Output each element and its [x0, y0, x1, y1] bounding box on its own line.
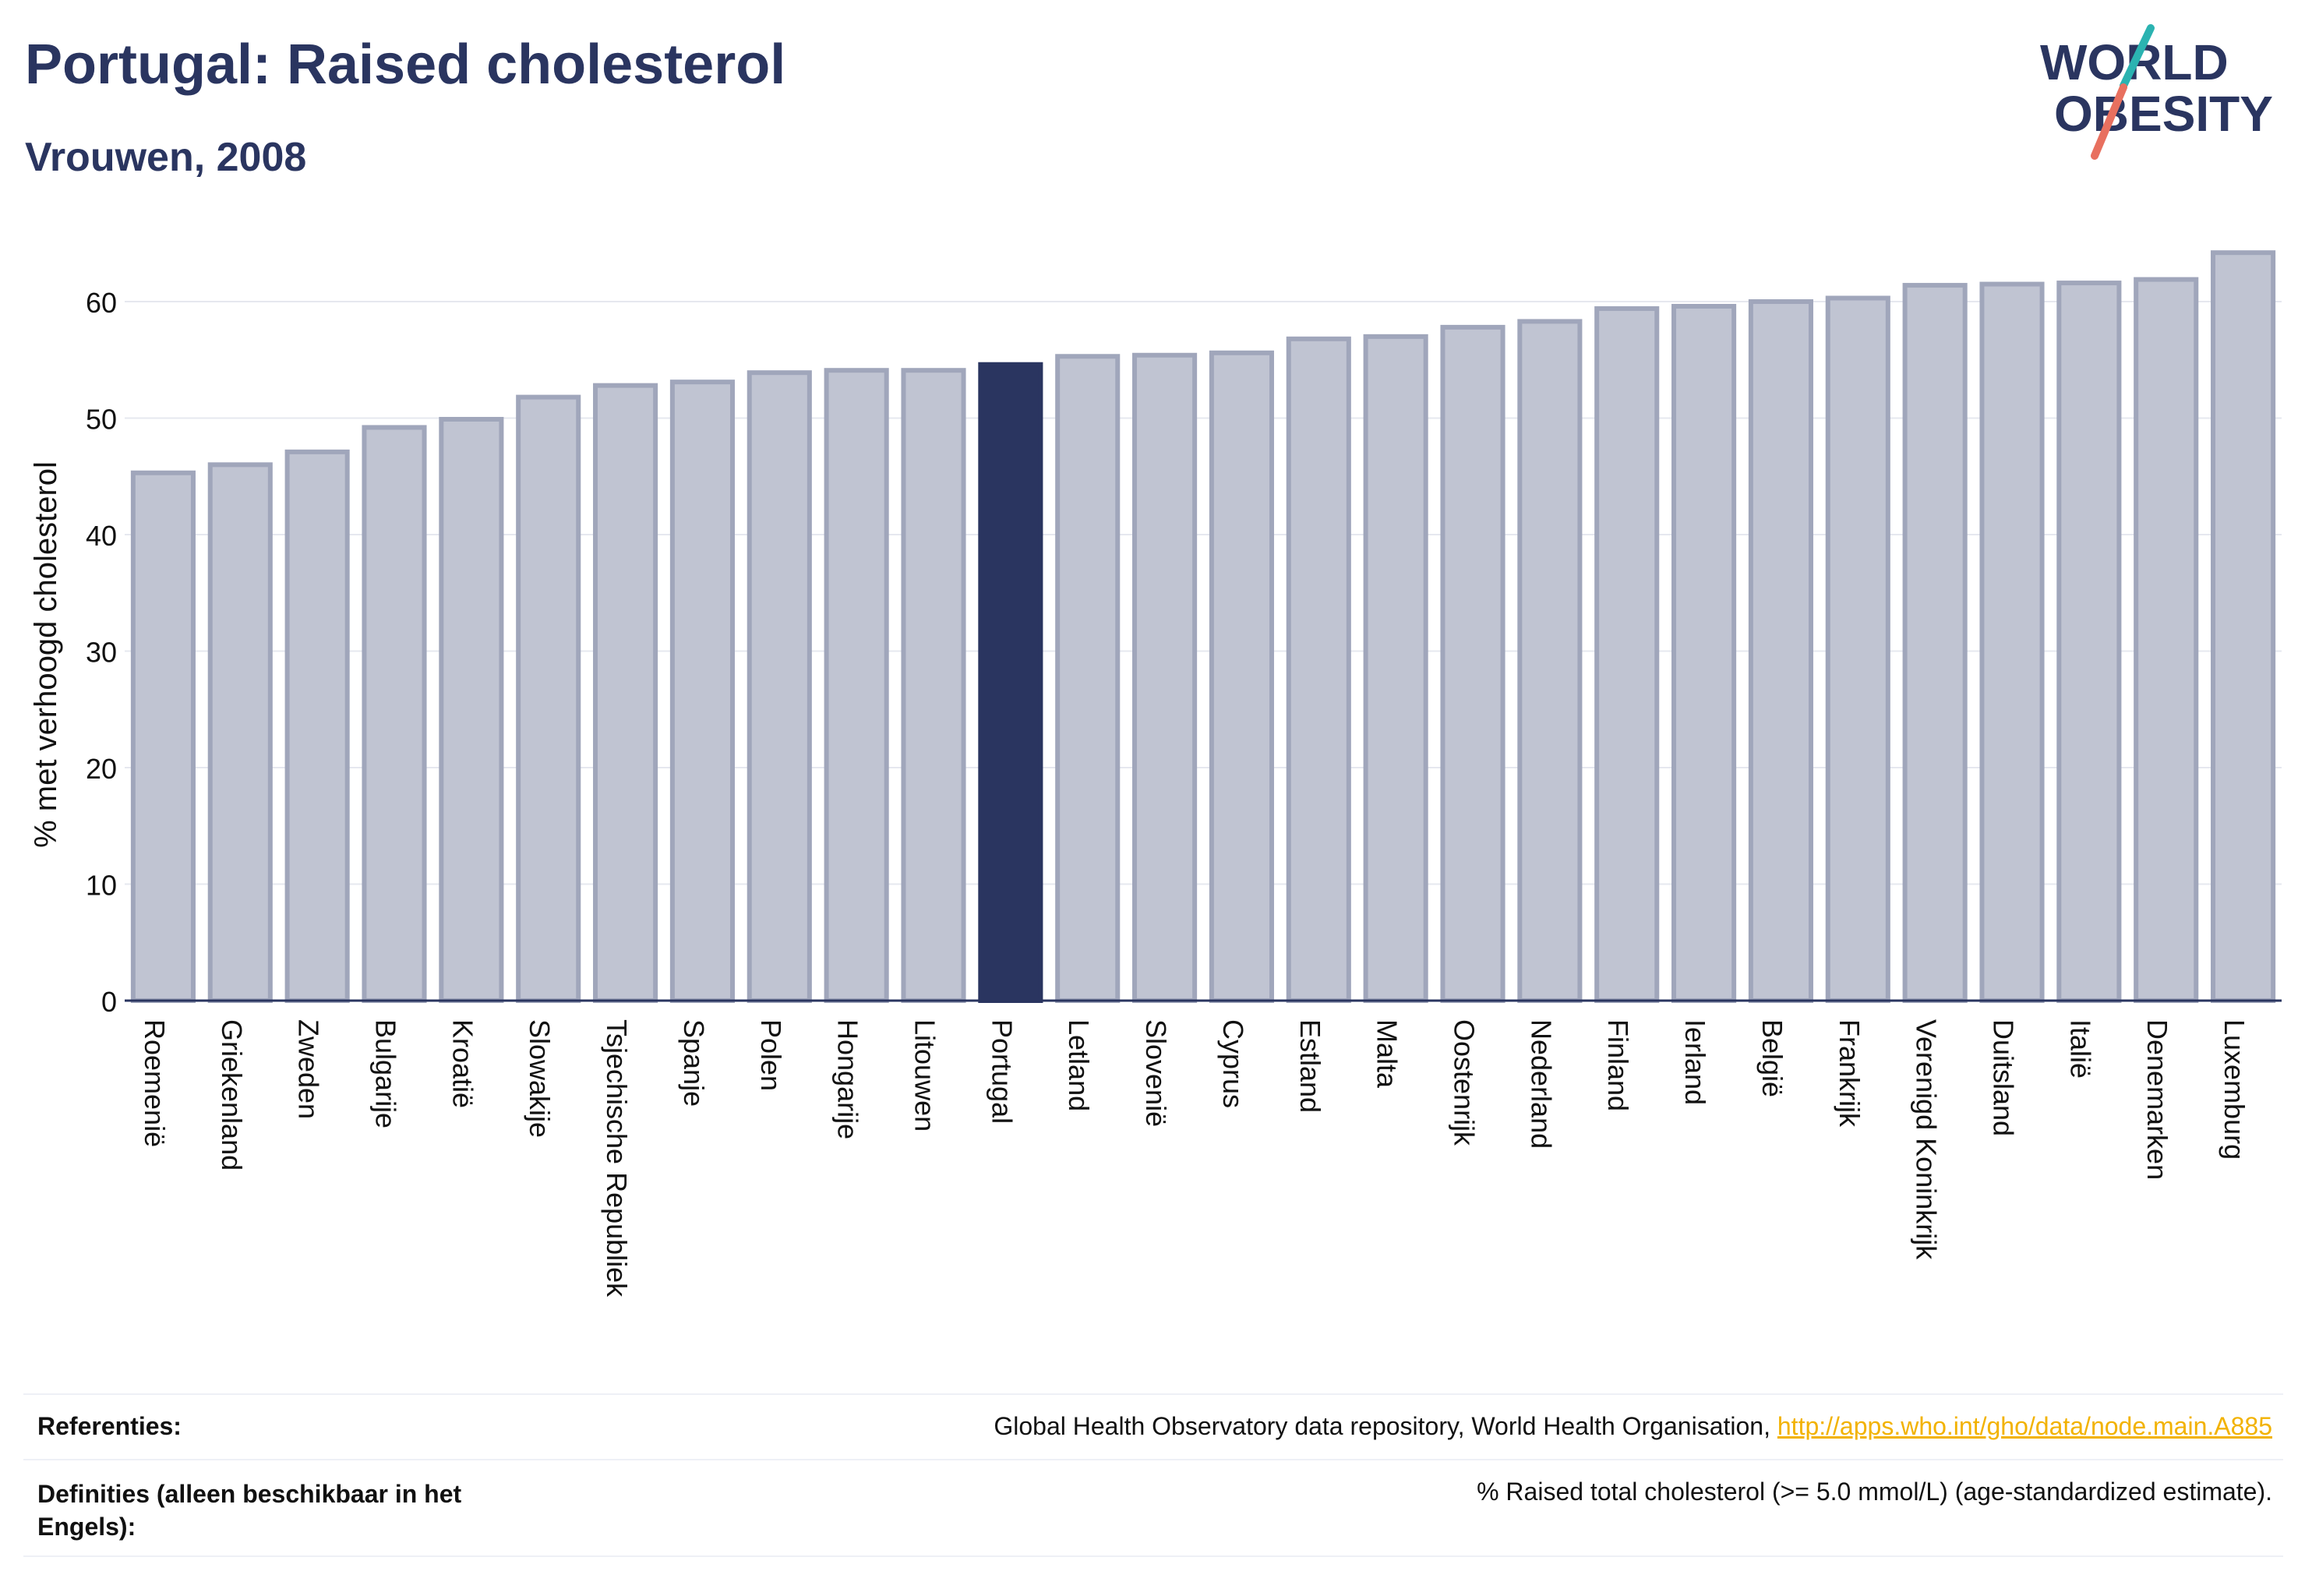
bar-cyprus — [1209, 350, 1274, 1003]
bar-zweden — [284, 449, 350, 1003]
bar-litouwen — [901, 368, 966, 1003]
x-tick-label: Litouwen — [909, 1019, 941, 1132]
bar-portugal — [978, 362, 1043, 1004]
logo-slash-coral — [2091, 83, 2127, 160]
world-obesity-logo: WORLD OBESITY — [2040, 24, 2273, 160]
page-title: Portugal: Raised cholesterol — [25, 34, 786, 96]
page-subtitle: Vrouwen, 2008 — [25, 135, 307, 180]
x-tick-label: Kroatië — [447, 1019, 478, 1108]
axes: 0 10 20 30 40 50 60 Roemenië Griekenland Zweden Bu… — [86, 287, 2282, 1298]
x-tick-label: Ierland — [1679, 1019, 1711, 1105]
bar-bulgarije — [362, 425, 427, 1003]
x-tick-label: Spanje — [678, 1019, 710, 1107]
bar-denemarken — [2134, 277, 2199, 1004]
bar-luxemburg — [2211, 250, 2276, 1003]
y-tick-label: 40 — [86, 520, 117, 552]
bar-oostenrijk — [1440, 324, 1505, 1003]
y-tick-label: 10 — [86, 870, 117, 902]
bar-hongarije — [824, 368, 889, 1003]
logo-slash-teal — [2120, 24, 2155, 90]
references-label: Referenties: — [37, 1412, 182, 1440]
bar-spanje — [669, 380, 735, 1003]
x-tick-label: Bulgarije — [369, 1019, 401, 1128]
x-tick-label: Estland — [1294, 1019, 1326, 1113]
x-tick-label: Italië — [2064, 1019, 2096, 1079]
bar-slowakije — [516, 394, 581, 1003]
bar-finland — [1594, 305, 1660, 1004]
y-axis-label: % met verhoogd cholesterol — [29, 461, 63, 848]
y-tick-label: 60 — [86, 287, 117, 319]
x-tick-label: Polen — [755, 1019, 787, 1091]
x-tick-label: Denemarken — [2141, 1019, 2173, 1180]
bar-malta — [1363, 334, 1428, 1004]
x-tick-label: Finland — [1602, 1019, 1634, 1111]
x-tick-label: Oostenrijk — [1448, 1019, 1480, 1146]
footer-divider-bottom — [23, 1555, 2283, 1557]
bar-nederland — [1517, 319, 1583, 1004]
bar-roemenië — [130, 470, 196, 1003]
y-tick-label: 20 — [86, 753, 117, 785]
x-tick-label: Slowakije — [524, 1019, 556, 1138]
x-tick-label: Slovenië — [1140, 1019, 1172, 1127]
bar-estland — [1286, 336, 1351, 1003]
references-text: Global Health Observatory data repositor… — [994, 1412, 2272, 1441]
x-tick-label: Letland — [1063, 1019, 1095, 1111]
bar-duitsland — [1979, 281, 2045, 1003]
footer-divider-top — [23, 1393, 2283, 1395]
references-source: Global Health Observatory data repositor… — [994, 1412, 1777, 1440]
x-tick-label: Nederland — [1525, 1019, 1557, 1149]
x-tick-label: Malta — [1371, 1019, 1403, 1089]
bars — [130, 250, 2276, 1004]
y-tick-label: 30 — [86, 637, 117, 669]
references-link[interactable]: http://apps.who.int/gho/data/node.main.A… — [1777, 1412, 2272, 1440]
x-tick-label: België — [1756, 1019, 1788, 1097]
x-tick-label: Duitsland — [1987, 1019, 2019, 1136]
bar-belgië — [1748, 299, 1813, 1003]
y-tick-label: 0 — [101, 986, 117, 1018]
bar-polen — [747, 370, 812, 1003]
x-tick-label: Tsjechische Republiek — [601, 1019, 633, 1298]
y-tick-label: 50 — [86, 404, 117, 436]
x-tick-label: Zweden — [293, 1019, 325, 1119]
bar-italië — [2056, 281, 2122, 1003]
bar-letland — [1055, 354, 1121, 1003]
x-tick-label: Portugal — [986, 1019, 1018, 1124]
definitions-text: % Raised total cholesterol (>= 5.0 mmol/… — [1477, 1478, 2272, 1506]
x-tick-label: Griekenland — [216, 1019, 248, 1171]
x-tick-label: Frankrijk — [1834, 1019, 1866, 1128]
x-tick-label: Roemenië — [139, 1019, 171, 1147]
footer-divider-middle — [23, 1459, 2283, 1460]
x-tick-label: Cyprus — [1217, 1019, 1249, 1108]
bar-slovenië — [1132, 352, 1198, 1003]
bar-chart: 0 10 20 30 40 50 60 Roemenië Griekenland Zweden Bu… — [29, 250, 2282, 1298]
bar-ierland — [1671, 303, 1737, 1004]
x-tick-label: Luxemburg — [2219, 1019, 2250, 1160]
bar-tsjechische-republiek — [593, 383, 658, 1003]
x-tick-label: Verenigd Koninkrijk — [1911, 1019, 1943, 1260]
logo-text-obesity: OBESITY — [2054, 86, 2273, 142]
bar-verenigd-koninkrijk — [1902, 283, 1968, 1003]
bar-griekenland — [207, 462, 273, 1003]
x-tick-label: Hongarije — [832, 1019, 864, 1139]
definitions-label: Definities (alleen beschikbaar in het En… — [37, 1480, 462, 1541]
bar-frankrijk — [1825, 295, 1890, 1003]
bar-kroatië — [439, 416, 504, 1003]
